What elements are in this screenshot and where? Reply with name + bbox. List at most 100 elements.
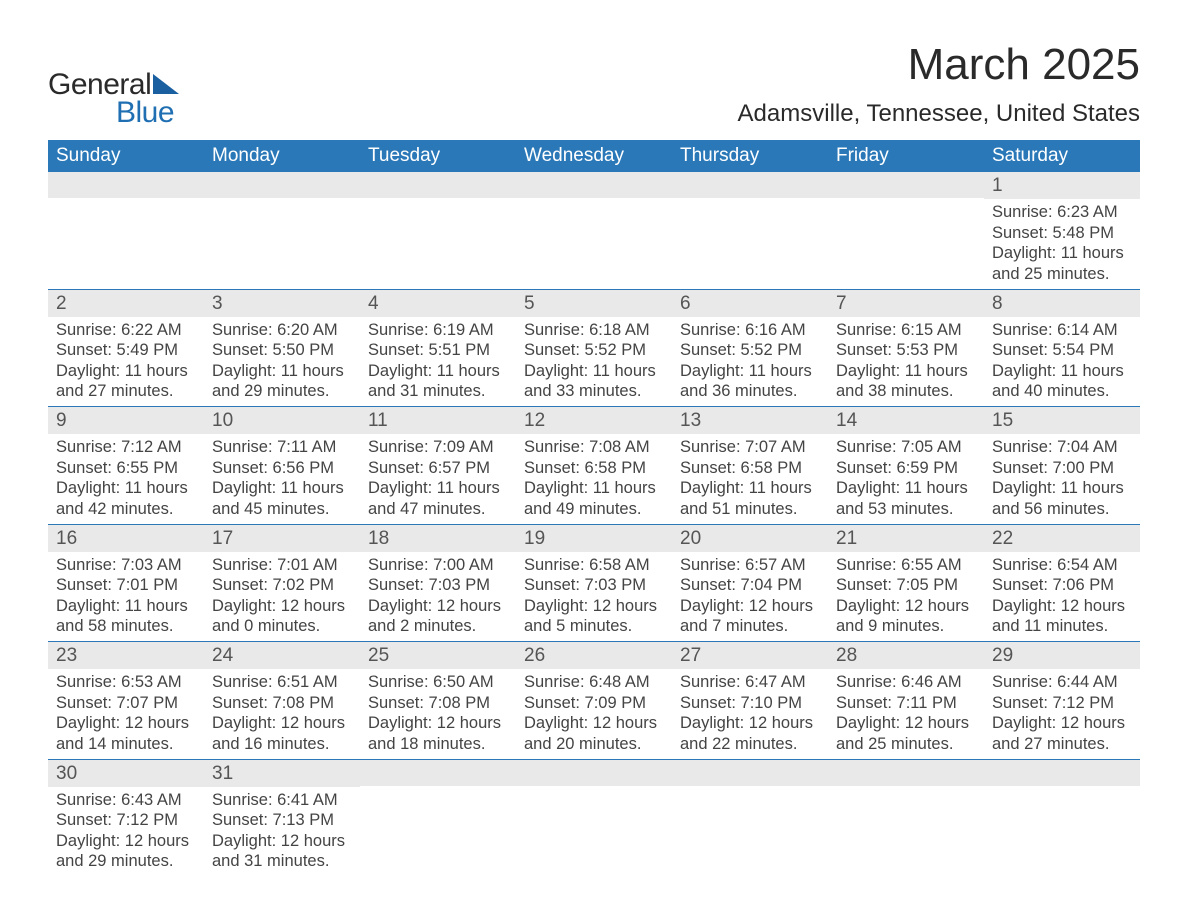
day-number: 17 <box>204 525 360 552</box>
day-details: Sunrise: 7:01 AMSunset: 7:02 PMDaylight:… <box>204 552 360 642</box>
calendar-week-row: 2Sunrise: 6:22 AMSunset: 5:49 PMDaylight… <box>48 289 1140 407</box>
sunset-text: Sunset: 6:56 PM <box>212 458 352 479</box>
calendar-cell: 15Sunrise: 7:04 AMSunset: 7:00 PMDayligh… <box>984 407 1140 525</box>
calendar-cell: 12Sunrise: 7:08 AMSunset: 6:58 PMDayligh… <box>516 407 672 525</box>
calendar-cell <box>984 759 1140 876</box>
day-number: 2 <box>48 290 204 317</box>
calendar-cell: 19Sunrise: 6:58 AMSunset: 7:03 PMDayligh… <box>516 524 672 642</box>
day-number: 30 <box>48 760 204 787</box>
sunrise-text: Sunrise: 7:05 AM <box>836 437 976 458</box>
calendar-cell: 9Sunrise: 7:12 AMSunset: 6:55 PMDaylight… <box>48 407 204 525</box>
brand-triangle-icon <box>153 74 179 94</box>
day-details: Sunrise: 7:11 AMSunset: 6:56 PMDaylight:… <box>204 434 360 524</box>
sunset-text: Sunset: 7:08 PM <box>368 693 508 714</box>
sunset-text: Sunset: 7:08 PM <box>212 693 352 714</box>
daylight-text: Daylight: 12 hours and 25 minutes. <box>836 713 976 754</box>
day-number: 21 <box>828 525 984 552</box>
calendar-cell <box>516 759 672 876</box>
sunrise-text: Sunrise: 6:20 AM <box>212 320 352 341</box>
day-details: Sunrise: 6:48 AMSunset: 7:09 PMDaylight:… <box>516 669 672 759</box>
sunset-text: Sunset: 6:57 PM <box>368 458 508 479</box>
daylight-text: Daylight: 11 hours and 31 minutes. <box>368 361 508 402</box>
sunrise-text: Sunrise: 7:09 AM <box>368 437 508 458</box>
day-number: 15 <box>984 407 1140 434</box>
sunrise-text: Sunrise: 6:41 AM <box>212 790 352 811</box>
calendar-table: Sunday Monday Tuesday Wednesday Thursday… <box>48 140 1140 876</box>
day-details: Sunrise: 6:41 AMSunset: 7:13 PMDaylight:… <box>204 787 360 877</box>
day-number: 3 <box>204 290 360 317</box>
day-header: Wednesday <box>516 140 672 172</box>
sunset-text: Sunset: 5:52 PM <box>524 340 664 361</box>
calendar-cell: 24Sunrise: 6:51 AMSunset: 7:08 PMDayligh… <box>204 642 360 760</box>
sunrise-text: Sunrise: 6:58 AM <box>524 555 664 576</box>
calendar-cell: 16Sunrise: 7:03 AMSunset: 7:01 PMDayligh… <box>48 524 204 642</box>
sunset-text: Sunset: 7:05 PM <box>836 575 976 596</box>
day-details: Sunrise: 6:50 AMSunset: 7:08 PMDaylight:… <box>360 669 516 759</box>
sunset-text: Sunset: 6:59 PM <box>836 458 976 479</box>
calendar-cell <box>204 172 360 289</box>
calendar-week-row: 1Sunrise: 6:23 AMSunset: 5:48 PMDaylight… <box>48 172 1140 289</box>
calendar-cell: 31Sunrise: 6:41 AMSunset: 7:13 PMDayligh… <box>204 759 360 876</box>
sunset-text: Sunset: 7:03 PM <box>524 575 664 596</box>
daylight-text: Daylight: 12 hours and 27 minutes. <box>992 713 1132 754</box>
day-number: 1 <box>984 172 1140 199</box>
calendar-cell: 30Sunrise: 6:43 AMSunset: 7:12 PMDayligh… <box>48 759 204 876</box>
calendar-header-row: Sunday Monday Tuesday Wednesday Thursday… <box>48 140 1140 172</box>
sunrise-text: Sunrise: 6:23 AM <box>992 202 1132 223</box>
sunrise-text: Sunrise: 6:54 AM <box>992 555 1132 576</box>
calendar-cell: 1Sunrise: 6:23 AMSunset: 5:48 PMDaylight… <box>984 172 1140 289</box>
sunset-text: Sunset: 7:10 PM <box>680 693 820 714</box>
day-number: 16 <box>48 525 204 552</box>
calendar-body: 1Sunrise: 6:23 AMSunset: 5:48 PMDaylight… <box>48 172 1140 876</box>
sunset-text: Sunset: 5:52 PM <box>680 340 820 361</box>
day-details: Sunrise: 6:54 AMSunset: 7:06 PMDaylight:… <box>984 552 1140 642</box>
sunset-text: Sunset: 6:55 PM <box>56 458 196 479</box>
calendar-cell <box>672 759 828 876</box>
sunset-text: Sunset: 7:06 PM <box>992 575 1132 596</box>
day-header: Monday <box>204 140 360 172</box>
sunrise-text: Sunrise: 6:15 AM <box>836 320 976 341</box>
day-number: 6 <box>672 290 828 317</box>
day-number: 11 <box>360 407 516 434</box>
calendar-cell: 26Sunrise: 6:48 AMSunset: 7:09 PMDayligh… <box>516 642 672 760</box>
sunrise-text: Sunrise: 6:44 AM <box>992 672 1132 693</box>
sunrise-text: Sunrise: 6:46 AM <box>836 672 976 693</box>
calendar-cell: 20Sunrise: 6:57 AMSunset: 7:04 PMDayligh… <box>672 524 828 642</box>
sunset-text: Sunset: 7:03 PM <box>368 575 508 596</box>
sunset-text: Sunset: 7:07 PM <box>56 693 196 714</box>
day-details: Sunrise: 6:15 AMSunset: 5:53 PMDaylight:… <box>828 317 984 407</box>
sunset-text: Sunset: 7:09 PM <box>524 693 664 714</box>
day-details: Sunrise: 6:47 AMSunset: 7:10 PMDaylight:… <box>672 669 828 759</box>
day-number: 5 <box>516 290 672 317</box>
calendar-cell <box>828 759 984 876</box>
day-details: Sunrise: 7:00 AMSunset: 7:03 PMDaylight:… <box>360 552 516 642</box>
day-header: Friday <box>828 140 984 172</box>
day-details: Sunrise: 6:44 AMSunset: 7:12 PMDaylight:… <box>984 669 1140 759</box>
calendar-cell: 28Sunrise: 6:46 AMSunset: 7:11 PMDayligh… <box>828 642 984 760</box>
day-number <box>672 760 828 786</box>
day-number: 9 <box>48 407 204 434</box>
daylight-text: Daylight: 12 hours and 2 minutes. <box>368 596 508 637</box>
sunrise-text: Sunrise: 6:55 AM <box>836 555 976 576</box>
daylight-text: Daylight: 11 hours and 42 minutes. <box>56 478 196 519</box>
calendar-week-row: 30Sunrise: 6:43 AMSunset: 7:12 PMDayligh… <box>48 759 1140 876</box>
calendar-cell: 18Sunrise: 7:00 AMSunset: 7:03 PMDayligh… <box>360 524 516 642</box>
calendar-week-row: 9Sunrise: 7:12 AMSunset: 6:55 PMDaylight… <box>48 407 1140 525</box>
daylight-text: Daylight: 11 hours and 49 minutes. <box>524 478 664 519</box>
sunrise-text: Sunrise: 6:19 AM <box>368 320 508 341</box>
day-number: 28 <box>828 642 984 669</box>
day-details: Sunrise: 7:04 AMSunset: 7:00 PMDaylight:… <box>984 434 1140 524</box>
daylight-text: Daylight: 12 hours and 31 minutes. <box>212 831 352 872</box>
day-details: Sunrise: 6:58 AMSunset: 7:03 PMDaylight:… <box>516 552 672 642</box>
calendar-cell <box>360 172 516 289</box>
header: General Blue March 2025 Adamsville, Tenn… <box>48 40 1140 130</box>
daylight-text: Daylight: 12 hours and 29 minutes. <box>56 831 196 872</box>
day-number <box>828 760 984 786</box>
day-number: 7 <box>828 290 984 317</box>
calendar-cell: 5Sunrise: 6:18 AMSunset: 5:52 PMDaylight… <box>516 289 672 407</box>
day-number <box>204 172 360 198</box>
location-subtitle: Adamsville, Tennessee, United States <box>738 100 1140 128</box>
daylight-text: Daylight: 12 hours and 11 minutes. <box>992 596 1132 637</box>
sunrise-text: Sunrise: 6:47 AM <box>680 672 820 693</box>
daylight-text: Daylight: 12 hours and 14 minutes. <box>56 713 196 754</box>
